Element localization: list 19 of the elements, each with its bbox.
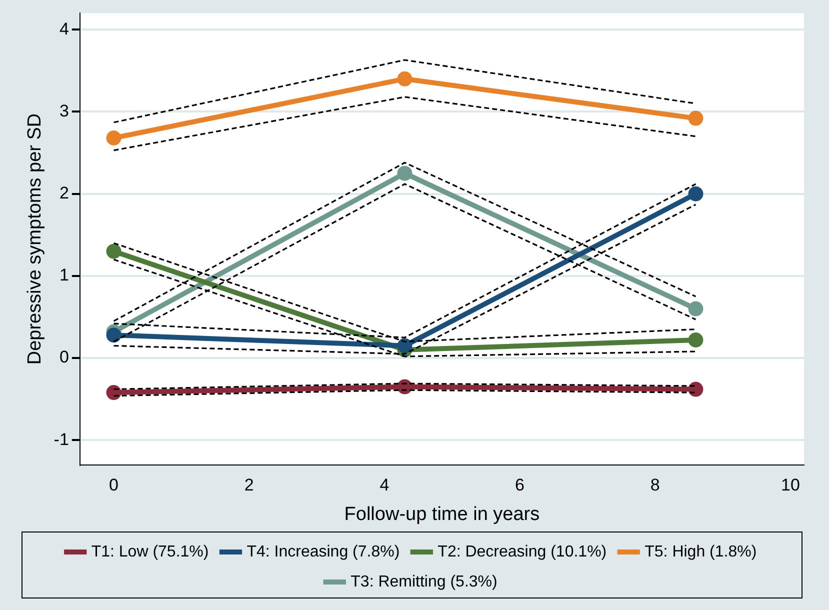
x-tick-label: 6 <box>515 476 525 495</box>
y-tick-label: 1 <box>59 266 69 285</box>
x-tick-label: 4 <box>380 476 390 495</box>
legend-label: T3: Remitting (5.3%) <box>350 573 498 590</box>
y-tick-label: 4 <box>59 19 69 38</box>
x-tick-label: 0 <box>109 476 118 495</box>
legend-label: T1: Low (75.1%) <box>91 543 209 560</box>
legend-label: T4: Increasing (7.8%) <box>246 543 400 560</box>
y-axis-title: Depressive symptoms per SD <box>24 113 46 365</box>
y-tick-label: -1 <box>54 430 69 449</box>
x-tick-label: 2 <box>244 476 254 495</box>
legend-label: T5: High (1.8%) <box>644 543 757 560</box>
x-tick-label: 10 <box>781 476 800 495</box>
x-axis-title: Follow-up time in years <box>344 504 540 525</box>
y-tick-label: 0 <box>59 348 69 367</box>
y-tick-label: 3 <box>59 101 69 120</box>
legend-label: T2: Decreasing (10.1%) <box>438 543 607 560</box>
x-tick-label: 8 <box>650 476 660 495</box>
y-tick-label: 2 <box>59 184 69 203</box>
